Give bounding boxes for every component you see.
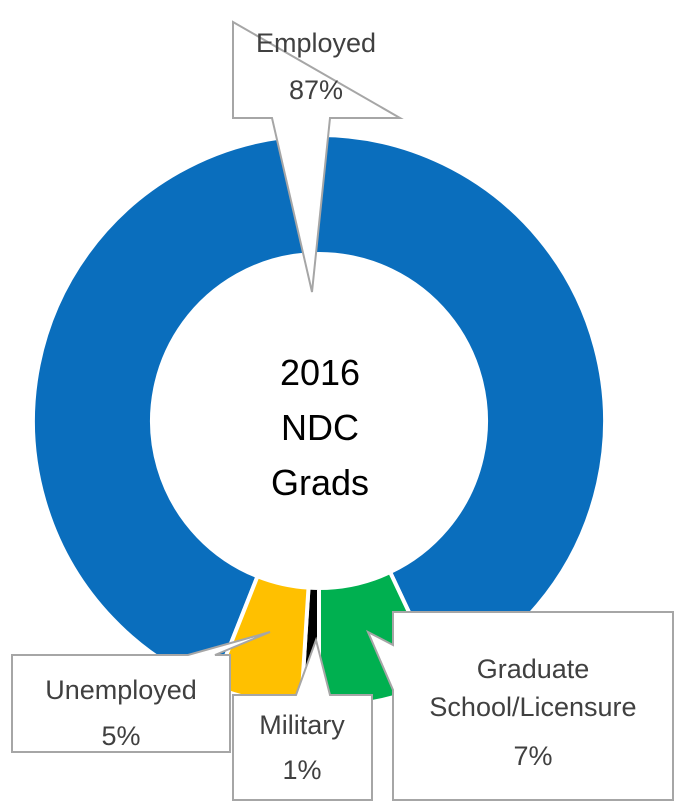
callout-box [232, 20, 404, 293]
category-label: Unemployed [45, 675, 197, 705]
callout-box [365, 611, 674, 801]
callout-box [11, 631, 271, 753]
value-label: 7% [513, 741, 552, 771]
value-label: 1% [282, 755, 321, 785]
category-label: Military [259, 710, 345, 740]
callout-box [232, 636, 373, 801]
slice [31, 133, 607, 690]
center-title: 2016 NDC Grads [271, 352, 369, 503]
value-label: 87% [289, 75, 343, 105]
category-label: Graduate School/Licensure [429, 654, 636, 722]
category-label: Employed [256, 28, 376, 58]
value-label: 5% [101, 721, 140, 751]
